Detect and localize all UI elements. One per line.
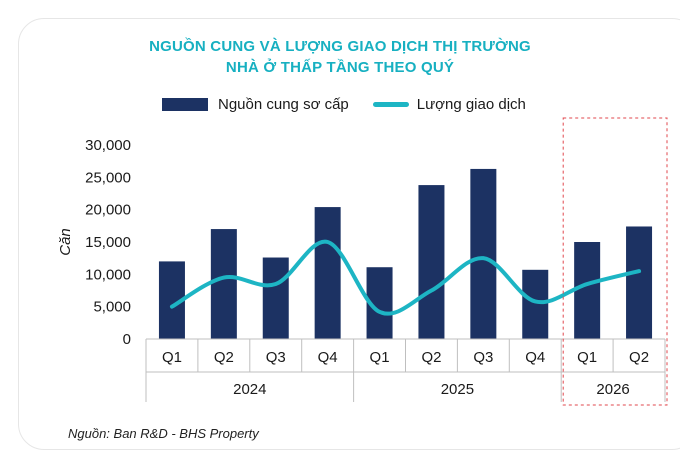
source-note: Nguồn: Ban R&D - BHS Property: [68, 426, 259, 441]
legend-label-transactions: Lượng giao dịch: [416, 96, 526, 113]
x-tick-label: Q4: [318, 349, 338, 366]
legend-swatch-transactions: [372, 102, 409, 107]
legend-swatch-supply: [162, 98, 208, 111]
transactions-line: [169, 239, 642, 316]
bar: [314, 207, 341, 339]
chart-title-line-1: NGUỒN CUNG VÀ LƯỢNG GIAO DỊCH THỊ TRƯỜNG: [149, 38, 531, 55]
y-axis-label: Căn: [57, 228, 74, 256]
x-tick-label: Q2: [421, 349, 441, 366]
y-tick-label: 25,000: [85, 169, 131, 186]
y-tick-label: 5,000: [93, 299, 131, 316]
legend-item-supply: Nguồn cung sơ cấp: [162, 96, 349, 113]
x-tick-label: Q4: [525, 349, 545, 366]
chart-legend: Nguồn cung sơ cấp Lượng giao dịch: [162, 96, 550, 113]
bar: [418, 185, 445, 339]
y-tick-label: 20,000: [85, 202, 131, 219]
y-tick-label: 10,000: [85, 266, 131, 283]
chart-title: NGUỒN CUNG VÀ LƯỢNG GIAO DỊCH THỊ TRƯỜNG…: [0, 36, 680, 78]
chart-card: [18, 18, 680, 450]
x-tick-label: Q3: [266, 349, 286, 366]
bar: [470, 168, 497, 339]
bar: [262, 257, 289, 339]
x-tick-label: Q2: [629, 349, 649, 366]
x-group-label: 2026: [596, 381, 629, 398]
x-tick-label: Q2: [214, 349, 234, 366]
bar: [626, 226, 653, 339]
x-group-label: 2024: [233, 381, 266, 398]
chart-title-line-2: NHÀ Ở THẤP TẦNG THEO QUÝ: [225, 59, 455, 76]
legend-label-supply: Nguồn cung sơ cấp: [218, 96, 349, 113]
x-tick-label: Q1: [577, 349, 597, 366]
x-tick-label: Q1: [162, 349, 182, 366]
y-tick-label: 30,000: [85, 137, 131, 154]
x-group-label: 2025: [441, 381, 474, 398]
x-tick-label: Q1: [370, 349, 390, 366]
bar: [522, 269, 549, 339]
y-tick-label: 0: [123, 331, 131, 348]
highlight-box-2026: [562, 117, 668, 406]
x-tick-label: Q3: [473, 349, 493, 366]
bar: [210, 229, 237, 339]
bar: [574, 242, 601, 339]
legend-item-transactions: Lượng giao dịch: [372, 96, 526, 113]
y-tick-label: 15,000: [85, 234, 131, 251]
